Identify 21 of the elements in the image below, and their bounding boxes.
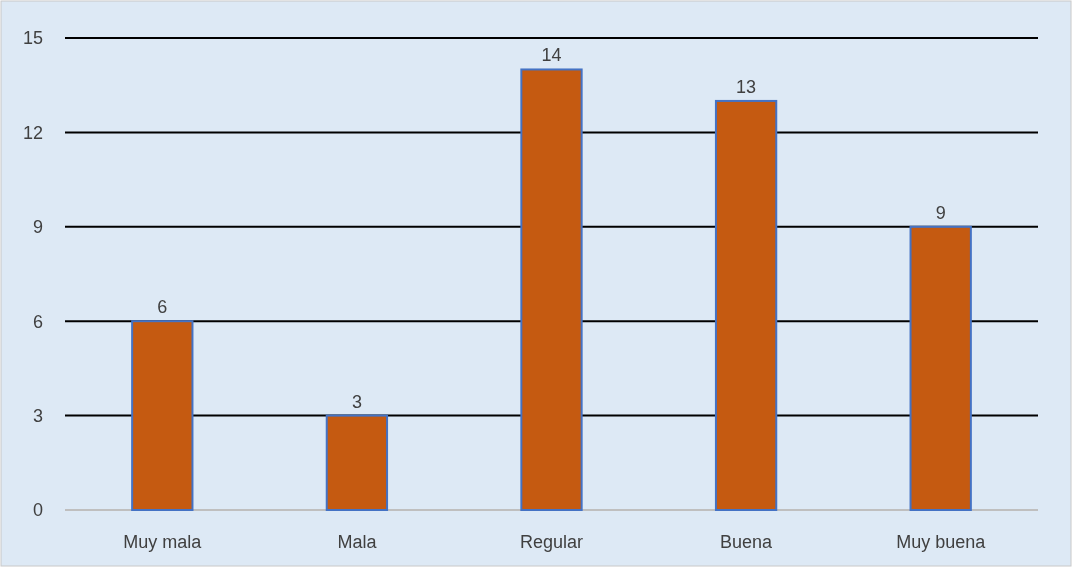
data-label: 9: [935, 202, 946, 223]
x-tick-label: Muy mala: [123, 532, 203, 552]
x-tick-label: Buena: [720, 532, 774, 552]
y-tick-label: 0: [32, 500, 43, 521]
y-tick-label: 6: [32, 311, 43, 332]
data-label: 6: [157, 297, 168, 318]
bar: [325, 414, 389, 511]
y-tick-label: 15: [22, 28, 43, 49]
bar: [909, 225, 972, 511]
bar: [131, 320, 194, 511]
x-tick-label: Mala: [337, 532, 378, 552]
y-tick-label: 3: [32, 405, 43, 426]
bar: [520, 68, 583, 511]
bar: [714, 99, 778, 511]
data-label: 13: [736, 76, 757, 97]
data-label: 3: [351, 391, 362, 412]
x-tick-label: Regular: [519, 532, 584, 552]
data-label: 14: [541, 45, 562, 66]
x-tick-label: Muy buena: [896, 532, 987, 552]
y-tick-label: 9: [32, 217, 43, 238]
y-tick-label: 12: [22, 122, 43, 143]
